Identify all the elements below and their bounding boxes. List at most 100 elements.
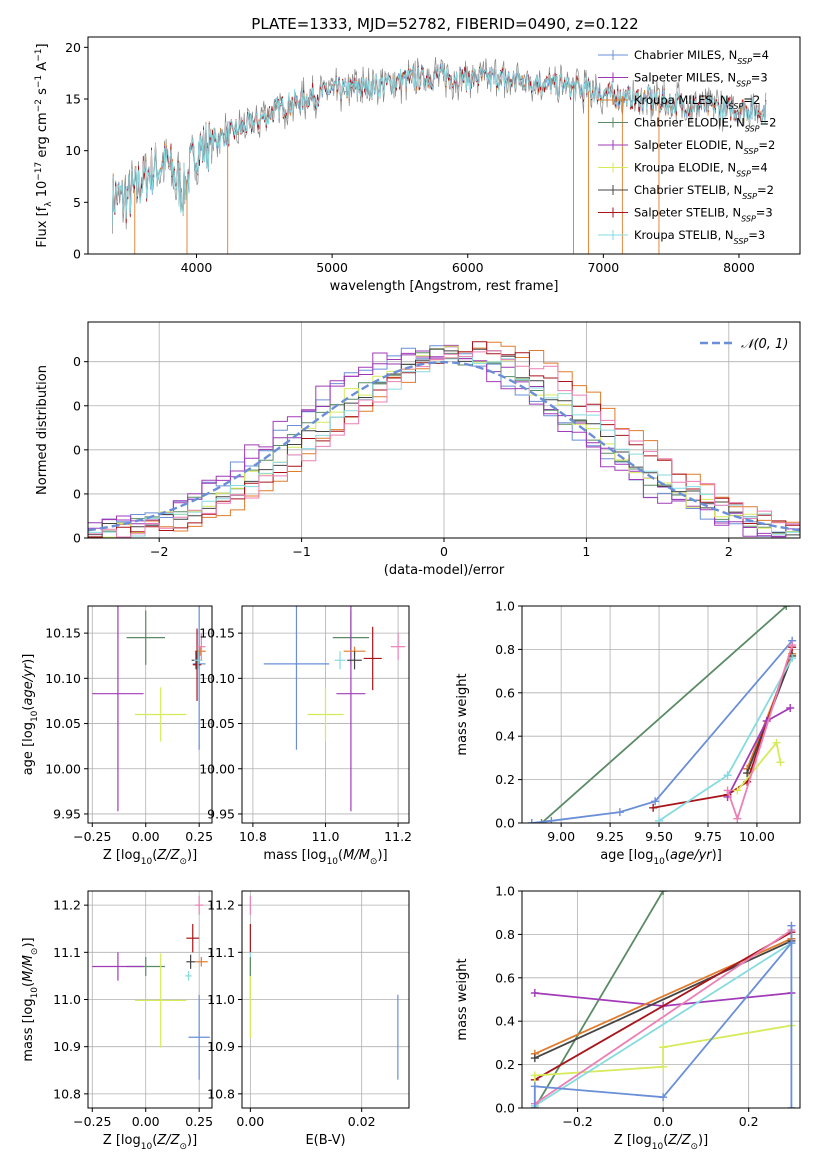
y-tick-label: 0.2 <box>495 772 515 787</box>
x-tick-label: 8000 <box>723 260 755 275</box>
weight-marker <box>723 771 732 780</box>
weight-marker <box>772 738 781 747</box>
errorbar-point <box>186 924 200 953</box>
plot-area <box>92 895 210 1080</box>
weight-marker <box>530 1104 539 1108</box>
weight-marker <box>787 921 796 930</box>
y-tick-label: 11.1 <box>53 945 81 960</box>
y-tick-label: 10.00 <box>45 761 81 776</box>
x-axis-label: age [log10(age/yr)] <box>600 848 722 867</box>
x-tick-label: 5000 <box>316 260 348 275</box>
spectrum-model-line <box>112 63 767 225</box>
y-tick-label: 0 <box>73 247 81 262</box>
x-ticks: −0.25 0.00 0.25 <box>73 1108 213 1129</box>
y-tick-label: 0.6 <box>495 685 515 700</box>
plot-area <box>112 56 767 254</box>
errorbar-point <box>194 895 204 915</box>
x-tick-label: 0.00 <box>132 829 160 844</box>
weight-series <box>534 940 792 1059</box>
legend-label: Kroupa STELIB, NSSP=3 <box>634 228 765 246</box>
errorbar-point <box>126 610 165 665</box>
y-tick-label: 10.00 <box>199 761 235 776</box>
errorbar-point <box>390 633 406 661</box>
errorbar-point <box>334 651 346 670</box>
y-tick-label: 10.10 <box>199 671 235 686</box>
x-tick-label: 0.25 <box>185 1114 213 1129</box>
weight-marker <box>537 819 546 823</box>
errorbar-point <box>347 651 362 670</box>
y-tick-label: 11.1 <box>207 945 235 960</box>
errorbar-point <box>336 606 366 812</box>
y-tick-label: 20 <box>65 40 81 55</box>
weight-marker <box>659 891 668 895</box>
y-ticks: 0 5 10 15 20 <box>65 40 88 262</box>
y-ticks: 0.0 0.2 0.4 0.6 0.8 1.0 <box>495 884 522 1116</box>
errorbar-point <box>188 994 210 1080</box>
x-tick-label: 11.0 <box>312 829 340 844</box>
plot-area <box>263 606 406 812</box>
x-ticks: −0.2 0.0 0.2 <box>562 1108 759 1129</box>
figure-title: PLATE=1333, MJD=52782, FIBERID=0490, z=0… <box>251 15 638 33</box>
weight-marker <box>659 1043 668 1052</box>
y-tick-label: 11.2 <box>207 898 235 913</box>
errorbar-point <box>363 626 382 691</box>
x-ticks: −2 −1 0 1 2 <box>150 538 733 559</box>
y-ticks: 10.8 10.9 11.0 11.1 11.2 <box>53 898 88 1101</box>
y-tick-label: 11.2 <box>53 898 81 913</box>
weight-marker <box>530 988 539 997</box>
y-tick-label: 0.8 <box>495 642 515 657</box>
histogram-series <box>88 346 800 537</box>
spectrum-legend: Chabrier MILES, NSSP=4 Salpeter MILES, NS… <box>598 48 776 246</box>
y-axis-label: mass weight <box>455 958 470 1040</box>
errorbar-point <box>92 952 144 981</box>
x-tick-label: 0.2 <box>739 1114 759 1129</box>
y-tick-label: 11.0 <box>53 992 81 1007</box>
weight-marker <box>723 786 732 795</box>
weight-marker <box>527 819 536 823</box>
x-axis-label: mass [log10(M/M⊙)] <box>263 848 387 867</box>
y-tick-label: 0.4 <box>495 729 515 744</box>
y-tick-label: 0 <box>73 398 81 413</box>
x-tick-label: 0.00 <box>236 1114 264 1129</box>
histogram-series <box>88 350 800 538</box>
weight-marker <box>547 816 556 823</box>
legend-label: Kroupa MILES, NSSP=2 <box>634 93 760 111</box>
y-tick-label: 10.05 <box>199 716 235 731</box>
errorbar-point <box>192 628 202 701</box>
x-ticks: 4000 5000 6000 7000 8000 <box>181 254 755 275</box>
x-axis-label: Z [log10(Z/Z⊙)] <box>103 848 197 867</box>
errorbar-point <box>92 606 144 812</box>
y-tick-label: 10.8 <box>53 1086 81 1101</box>
axes-frame <box>87 605 213 824</box>
weight-marker <box>530 1054 539 1063</box>
x-axis-label: Z [log10(Z/Z⊙)] <box>614 1133 708 1152</box>
weight-series <box>541 606 787 823</box>
x-tick-label: 0.00 <box>132 1114 160 1129</box>
chart-residual-histogram: 𝒩(0, 1) −2 −1 0 1 2 0 0 0 0 0 (data-model)/error Nor… <box>35 321 801 578</box>
weight-marker <box>659 1093 668 1102</box>
weight-marker <box>788 641 797 650</box>
chart-mass-vs-Z: −0.25 0.00 0.25 10.8 10.9 11.0 11.1 11.2 Z [log1… <box>21 890 213 1152</box>
y-tick-label: 0 <box>73 486 81 501</box>
y-tick-label: 9.95 <box>207 806 235 821</box>
x-tick-label: 9.75 <box>694 829 722 844</box>
weight-marker <box>651 797 660 806</box>
y-tick-label: 15 <box>65 92 81 107</box>
weight-marker <box>733 814 742 823</box>
plot-area <box>530 891 796 1108</box>
y-tick-label: 10.9 <box>207 1039 235 1054</box>
weight-series <box>534 937 792 1055</box>
axes-frame <box>521 890 801 1109</box>
weight-marker <box>659 1062 668 1071</box>
y-axis-label: mass weight <box>455 673 470 755</box>
legend-label: Salpeter STELIB, NSSP=3 <box>634 206 773 224</box>
errorbar-point <box>185 971 192 981</box>
y-tick-label: 0.2 <box>495 1057 515 1072</box>
normal-curve <box>88 360 800 532</box>
errorbar-point <box>192 606 206 750</box>
errorbar-point <box>307 687 344 742</box>
legend-label: Kroupa ELODIE, NSSP=4 <box>634 161 768 179</box>
plot-area <box>92 606 206 812</box>
x-tick-label: −0.25 <box>73 829 111 844</box>
